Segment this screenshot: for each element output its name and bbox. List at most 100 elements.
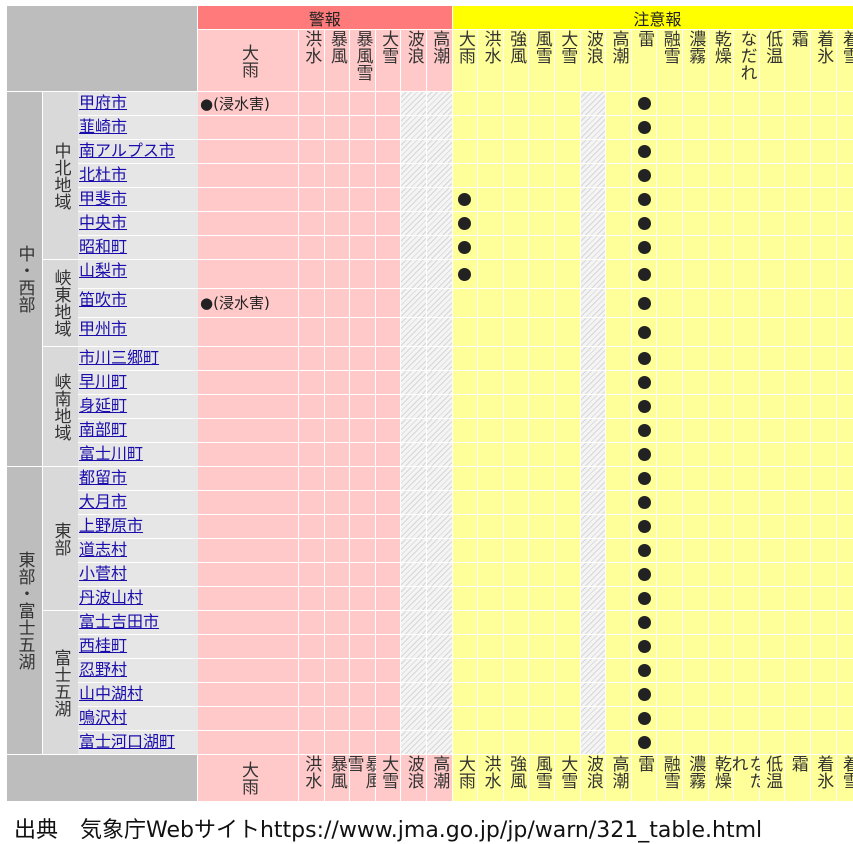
advisory-cell-strong-wind bbox=[503, 92, 529, 115]
advisory-cell-storm-surge bbox=[606, 683, 631, 706]
advisory-cell-avalanche bbox=[734, 236, 759, 259]
city-link[interactable]: 甲府市 bbox=[79, 93, 128, 112]
active-indicator-dot bbox=[637, 97, 651, 110]
advisory-cell-heavy-rain bbox=[452, 92, 478, 115]
warning-cell-heavy-rain bbox=[198, 260, 298, 288]
city-link[interactable]: 道志村 bbox=[79, 540, 128, 559]
advisory-cell-low-temp bbox=[759, 236, 785, 259]
warning-cell-heavy-rain bbox=[198, 236, 298, 259]
advisory-cell-heavy-snow bbox=[555, 116, 580, 139]
advisory-cell-wind-snow bbox=[529, 260, 554, 288]
advisory-column-header-low-temp-bottom: 低温 bbox=[759, 755, 785, 801]
warning-cell-heavy-snow bbox=[375, 659, 401, 682]
city-link[interactable]: 小菅村 bbox=[79, 564, 128, 583]
city-link[interactable]: 南アルプス市 bbox=[79, 141, 175, 160]
city-link[interactable]: 韮崎市 bbox=[79, 117, 128, 136]
warning-cell-storm-surge bbox=[427, 92, 452, 115]
advisory-cell-snow-accretion bbox=[836, 212, 853, 235]
city-link[interactable]: 鳴沢村 bbox=[79, 708, 128, 727]
warning-column-header-snowstorm: 暴風雪 bbox=[350, 30, 375, 91]
active-indicator-dot bbox=[458, 193, 472, 206]
advisory-cell-dry-air bbox=[708, 659, 734, 682]
city-cell: 北杜市 bbox=[78, 164, 198, 187]
advisory-cell-thunder bbox=[631, 491, 657, 514]
advisory-cell-wind-snow bbox=[529, 467, 554, 490]
warning-cell-high-waves bbox=[401, 318, 426, 346]
city-cell: 笛吹市 bbox=[78, 289, 198, 317]
advisory-cell-icing bbox=[811, 289, 836, 317]
warning-cell-storm-surge bbox=[427, 539, 452, 562]
advisory-cell-storm-surge bbox=[606, 419, 631, 442]
advisory-cell-snowmelt bbox=[657, 395, 682, 418]
vertical-label: 高潮 bbox=[429, 755, 450, 789]
advisory-cell-snowmelt bbox=[657, 563, 682, 586]
vertical-label: 波浪 bbox=[403, 30, 424, 64]
city-link[interactable]: 北杜市 bbox=[79, 165, 128, 184]
city-link[interactable]: 山梨市 bbox=[79, 261, 128, 280]
city-link[interactable]: 上野原市 bbox=[79, 516, 144, 535]
advisory-cell-frost bbox=[785, 587, 810, 610]
advisory-cell-high-waves bbox=[580, 707, 606, 730]
city-link[interactable]: 早川町 bbox=[79, 372, 128, 391]
warning-cell-flood bbox=[299, 419, 324, 442]
advisory-cell-high-waves bbox=[580, 467, 606, 490]
advisory-cell-avalanche bbox=[734, 491, 759, 514]
advisory-cell-icing bbox=[811, 443, 836, 466]
city-link[interactable]: 都留市 bbox=[79, 468, 128, 487]
city-link[interactable]: 中央市 bbox=[79, 213, 128, 232]
vertical-label: 暴風雪 bbox=[352, 30, 373, 81]
advisory-cell-dense-fog bbox=[683, 92, 708, 115]
advisory-cell-heavy-rain bbox=[452, 563, 478, 586]
advisory-cell-heavy-snow bbox=[555, 683, 580, 706]
city-link[interactable]: 市川三郷町 bbox=[79, 348, 160, 367]
advisory-cell-heavy-rain bbox=[452, 164, 478, 187]
vertical-label: 乾燥 bbox=[710, 30, 731, 64]
city-link[interactable]: 富士吉田市 bbox=[79, 612, 160, 631]
city-link[interactable]: 丹波山村 bbox=[79, 588, 144, 607]
advisory-cell-heavy-snow bbox=[555, 318, 580, 346]
advisory-cell-dense-fog bbox=[683, 188, 708, 211]
advisory-cell-storm-surge bbox=[606, 707, 631, 730]
city-link[interactable]: 大月市 bbox=[79, 492, 128, 511]
city-link[interactable]: 忍野村 bbox=[79, 660, 128, 679]
city-link[interactable]: 昭和町 bbox=[79, 237, 128, 256]
city-link[interactable]: 笛吹市 bbox=[79, 290, 128, 309]
warning-cell-heavy-rain bbox=[198, 659, 298, 682]
warning-column-header-storm-bottom: 暴風 bbox=[324, 755, 350, 801]
advisory-cell-dry-air bbox=[708, 347, 734, 370]
advisory-cell-snowmelt bbox=[657, 491, 682, 514]
advisory-cell-wind-snow bbox=[529, 116, 554, 139]
vertical-label: 洪水 bbox=[301, 755, 322, 789]
warning-cell-storm-surge bbox=[427, 371, 452, 394]
city-link[interactable]: 南部町 bbox=[79, 420, 128, 439]
advisory-cell-snowmelt bbox=[657, 683, 682, 706]
city-link[interactable]: 西桂町 bbox=[79, 636, 128, 655]
city-link[interactable]: 富士河口湖町 bbox=[79, 732, 176, 751]
advisory-cell-avalanche bbox=[734, 587, 759, 610]
advisory-cell-strong-wind bbox=[503, 539, 529, 562]
warning-cell-heavy-rain bbox=[198, 318, 298, 346]
advisory-column-header-dry-air-bottom: 乾燥 bbox=[708, 755, 734, 801]
city-link[interactable]: 身延町 bbox=[79, 396, 128, 415]
advisory-cell-thunder bbox=[631, 347, 657, 370]
advisory-cell-storm-surge bbox=[606, 116, 631, 139]
city-link[interactable]: 甲州市 bbox=[79, 319, 128, 338]
city-link[interactable]: 甲斐市 bbox=[79, 189, 128, 208]
warning-cell-high-waves bbox=[401, 563, 426, 586]
vertical-label: 大雪 bbox=[557, 755, 578, 789]
warning-cell-snowstorm bbox=[350, 587, 375, 610]
warning-cell-flood bbox=[299, 347, 324, 370]
advisory-cell-avalanche bbox=[734, 347, 759, 370]
advisory-cell-thunder bbox=[631, 731, 657, 754]
advisory-cell-flood bbox=[478, 212, 503, 235]
source-caption: 出典 気象庁Webサイトhttps://www.jma.go.jp/jp/war… bbox=[14, 818, 763, 843]
advisory-cell-low-temp bbox=[759, 587, 785, 610]
warning-cell-flood bbox=[299, 318, 324, 346]
warning-column-header-heavy-rain: 大雨 bbox=[198, 30, 298, 91]
city-link[interactable]: 山中湖村 bbox=[79, 684, 144, 703]
city-link[interactable]: 富士川町 bbox=[79, 444, 144, 463]
warning-cell-heavy-rain bbox=[198, 164, 298, 187]
warning-cell-flood bbox=[299, 116, 324, 139]
advisory-cell-high-waves bbox=[580, 539, 606, 562]
advisory-cell-storm-surge bbox=[606, 659, 631, 682]
